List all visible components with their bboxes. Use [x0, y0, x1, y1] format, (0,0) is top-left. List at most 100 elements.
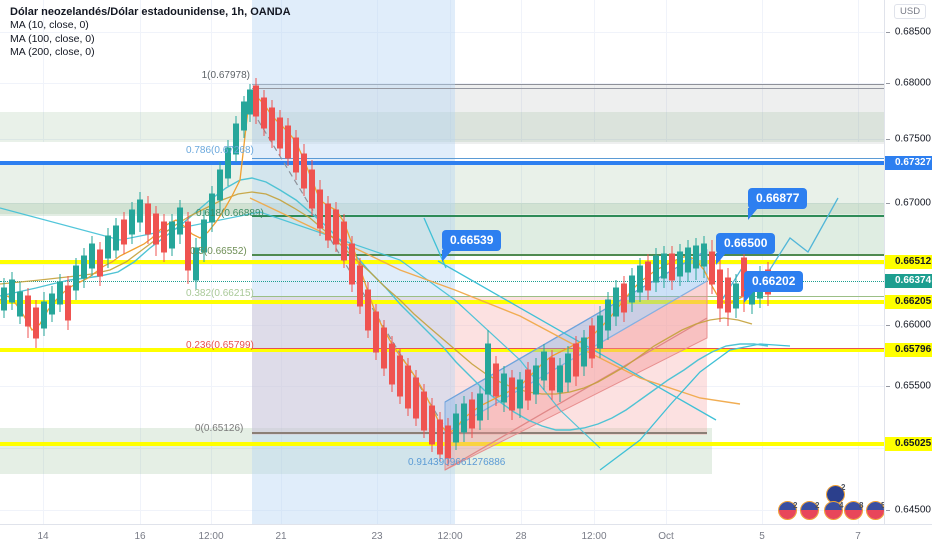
callout-label: 0.66877	[756, 191, 800, 205]
price-tick: 0.66000	[894, 319, 931, 331]
callout-tail	[748, 208, 758, 220]
price-axis[interactable]: USD 0.68500 0.68000 0.67500 0.67000 0.66…	[884, 0, 932, 524]
price-line-blue-resistance[interactable]	[0, 161, 884, 165]
time-tick: 28	[515, 531, 527, 542]
fib-label-0618: 0.618(0.66889)	[196, 208, 264, 219]
fib-label-0236: 0.236(0.65799)	[186, 340, 254, 351]
price-tag-blue-67327[interactable]: 0.67327	[885, 156, 932, 170]
axis-tick-mark	[886, 83, 890, 84]
fib-label-0382: 0.382(0.66215)	[186, 288, 254, 299]
price-tag-yellow-65025[interactable]: 0.65025	[885, 437, 932, 451]
price-tick: 0.68000	[894, 77, 931, 89]
horizontal-gridline	[0, 32, 884, 33]
fib-label-0000: 0(0.65126)	[195, 423, 244, 434]
forecast-zigzag	[721, 197, 839, 301]
time-tick: 12:00	[581, 531, 607, 542]
zone-grey-upper-line	[252, 84, 884, 85]
channel-bottom-line	[444, 317, 708, 471]
axis-tick-mark	[886, 32, 890, 33]
time-tick: 12:00	[437, 531, 463, 542]
horizontal-gridline	[0, 83, 884, 84]
zone-green-fib-618-500	[252, 215, 884, 254]
price-tick: 0.64500	[894, 504, 931, 516]
callout-0-66500[interactable]: 0.66500	[716, 233, 776, 265]
zone-green-top-white-gap	[0, 142, 884, 161]
price-tick: 0.65500	[894, 380, 931, 392]
horizontal-gridline	[0, 264, 884, 265]
callout-0-66202[interactable]: 0.66202	[744, 271, 804, 303]
price-line-yellow-65796[interactable]	[0, 348, 884, 352]
time-tick: Oct	[658, 531, 674, 542]
callout-tail	[442, 250, 452, 262]
price-tag-teal-66374[interactable]: 0.66374	[885, 274, 932, 288]
flag-top-band	[845, 502, 862, 511]
flag-bottom-band	[867, 509, 884, 519]
flag-top-band	[825, 502, 842, 511]
horizontal-gridline	[0, 139, 884, 140]
event-flag-count-2: 2	[815, 501, 820, 510]
flag-top-band	[867, 502, 884, 511]
time-axis[interactable]: 14 16 12:00 21 23 12:00 28 12:00 Oct 5 7	[0, 524, 932, 551]
fib-line-0382	[252, 296, 884, 297]
currency-badge[interactable]: USD	[894, 4, 927, 19]
flag-top-band	[779, 502, 796, 511]
flag-bottom-band	[801, 509, 818, 519]
price-tick: 0.67000	[894, 197, 931, 209]
zone-grey-upper	[252, 84, 884, 144]
horizontal-gridline	[0, 325, 884, 326]
callout-0-66539[interactable]: 0.66539	[442, 230, 502, 262]
axis-tick-mark	[886, 386, 890, 387]
event-flag-usd-1[interactable]	[778, 501, 797, 520]
time-tick: 5	[759, 531, 765, 542]
price-tag-yellow-66512[interactable]: 0.66512	[885, 255, 932, 269]
time-tick: 21	[275, 531, 287, 542]
callout-label: 0.66539	[450, 233, 494, 247]
callout-label: 0.66202	[752, 274, 796, 288]
price-tag-yellow-65796[interactable]: 0.65796	[885, 343, 932, 357]
event-flag-usd-2[interactable]	[800, 501, 819, 520]
axis-tick-mark	[886, 510, 890, 511]
time-tick: 16	[134, 531, 146, 542]
flag-bottom-band	[825, 509, 842, 519]
fib-line-0786	[252, 158, 884, 159]
price-line-yellow-66512[interactable]	[0, 260, 884, 264]
fib-label-1000: 1(0.67978)	[201, 70, 250, 81]
ma-200-line	[0, 177, 769, 431]
price-line-teal-dotted-66374[interactable]	[0, 281, 884, 283]
callout-tail	[716, 253, 726, 265]
time-tick: 23	[371, 531, 383, 542]
zone-green-bottom	[0, 428, 712, 474]
event-flag-count-6: 5	[881, 501, 884, 510]
chart-plot-area[interactable]: 1(0.67978) 0.786(0.67268) 0.618(0.66889)…	[0, 0, 884, 524]
fib-line-1000	[252, 88, 884, 89]
axis-tick-mark	[886, 325, 890, 326]
time-tick: 12:00	[198, 531, 224, 542]
cyan-guide-descending	[437, 260, 717, 421]
ma-10-line	[0, 94, 745, 435]
event-flag-count-3: 2	[841, 483, 846, 492]
axis-tick-mark	[886, 203, 890, 204]
zone-green-mid-band	[0, 203, 884, 216]
flag-top-band	[827, 486, 844, 503]
economic-event-flags[interactable]: 2 2 2 4 8 5	[778, 482, 884, 520]
callout-0-66877[interactable]: 0.66877	[748, 188, 808, 220]
time-tick: 7	[855, 531, 861, 542]
flag-bottom-band	[845, 509, 862, 519]
axis-tick-mark	[886, 139, 890, 140]
fib-label-0500: 0.5(0.66552)	[190, 246, 247, 257]
ma-100-line	[0, 191, 753, 395]
event-flag-usd-4[interactable]	[844, 501, 863, 520]
event-flag-usd-5[interactable]	[866, 501, 884, 520]
callout-label: 0.66500	[724, 236, 768, 250]
horizontal-gridline	[0, 510, 884, 511]
price-line-yellow-66205[interactable]	[0, 300, 884, 304]
price-tag-yellow-66205[interactable]: 0.66205	[885, 295, 932, 309]
fib-line-0000	[252, 432, 707, 434]
horizontal-gridline	[0, 386, 884, 387]
event-flag-count-4: 4	[839, 501, 844, 510]
event-flag-usd-3[interactable]	[824, 501, 843, 520]
ma-200-right-curve	[599, 343, 791, 471]
candlestick-series	[1, 78, 771, 466]
chart-vector-layer	[0, 78, 839, 471]
